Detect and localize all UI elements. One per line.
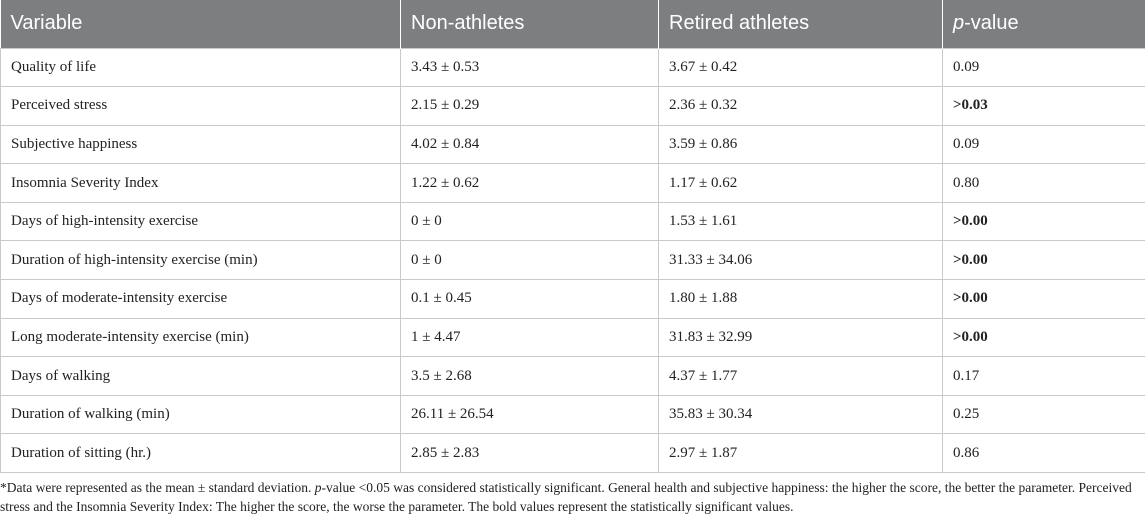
cell-non-athletes: 26.11 ± 26.54 <box>400 394 659 435</box>
footnote-p-italic: p <box>314 480 322 495</box>
cell-retired-athletes: 1.53 ± 1.61 <box>658 201 943 242</box>
table-row: Days of moderate-intensity exercise 0.1 ±… <box>0 279 1145 319</box>
cell-p-value: 0.09 <box>942 47 1145 88</box>
cell-p-value: 0.86 <box>942 433 1145 474</box>
table-row: Days of high-intensity exercise 0 ± 0 1.53… <box>0 201 1145 242</box>
cell-p-value: >0.00 <box>942 240 1145 281</box>
cell-retired-athletes: 3.67 ± 0.42 <box>658 47 943 88</box>
table-header: Variable Non-athletes Retired athletes p… <box>0 0 1145 48</box>
cell-p-value: >0.00 <box>942 317 1145 358</box>
cell-non-athletes: 1 ± 4.47 <box>400 317 659 358</box>
cell-retired-athletes: 31.83 ± 32.99 <box>658 317 943 358</box>
cell-non-athletes: 2.85 ± 2.83 <box>400 433 659 474</box>
cell-p-value: >0.00 <box>942 279 1145 319</box>
cell-non-athletes: 1.22 ± 0.62 <box>400 163 659 203</box>
cell-variable: Perceived stress <box>0 86 401 126</box>
header-p-rest: -value <box>964 12 1019 35</box>
header-retired-athletes: Retired athletes <box>658 0 943 48</box>
table-row: Insomnia Severity Index 1.22 ± 0.62 1.17 ±… <box>0 163 1145 203</box>
cell-retired-athletes: 1.17 ± 0.62 <box>658 163 943 203</box>
cell-p-value: 0.17 <box>942 356 1145 396</box>
cell-variable: Long moderate-intensity exercise (min) <box>0 317 401 358</box>
cell-variable: Subjective happiness <box>0 124 401 165</box>
table-row: Duration of high-intensity exercise (min… <box>0 240 1145 281</box>
cell-non-athletes: 0 ± 0 <box>400 201 659 242</box>
cell-non-athletes: 4.02 ± 0.84 <box>400 124 659 165</box>
cell-variable: Quality of life <box>0 47 401 88</box>
cell-non-athletes: 3.43 ± 0.53 <box>400 47 659 88</box>
cell-variable: Duration of sitting (hr.) <box>0 433 401 474</box>
table-body: Quality of life 3.43 ± 0.53 3.67 ± 0.42 0.0… <box>0 47 1145 474</box>
cell-non-athletes: 0.1 ± 0.45 <box>400 279 659 319</box>
header-p-italic: p <box>953 12 965 35</box>
cell-p-value: 0.80 <box>942 163 1145 203</box>
table-row: Quality of life 3.43 ± 0.53 3.67 ± 0.42 0.0… <box>0 47 1145 88</box>
table-row: Perceived stress 2.15 ± 0.29 2.36 ± 0.32 >0… <box>0 86 1145 126</box>
table-row: Duration of sitting (hr.) 2.85 ± 2.83 2.97… <box>0 433 1145 474</box>
cell-variable: Days of moderate-intensity exercise <box>0 279 401 319</box>
table-row: Days of walking 3.5 ± 2.68 4.37 ± 1.77 0.17 <box>0 356 1145 396</box>
cell-p-value: 0.09 <box>942 124 1145 165</box>
cell-variable: Insomnia Severity Index <box>0 163 401 203</box>
cell-p-value: >0.03 <box>942 86 1145 126</box>
cell-retired-athletes: 2.97 ± 1.87 <box>658 433 943 474</box>
results-table: Variable Non-athletes Retired athletes p… <box>0 0 1145 474</box>
cell-non-athletes: 3.5 ± 2.68 <box>400 356 659 396</box>
cell-retired-athletes: 35.83 ± 30.34 <box>658 394 943 435</box>
cell-variable: Days of walking <box>0 356 401 396</box>
cell-non-athletes: 0 ± 0 <box>400 240 659 281</box>
cell-retired-athletes: 2.36 ± 0.32 <box>658 86 943 126</box>
cell-variable: Days of high-intensity exercise <box>0 201 401 242</box>
header-variable: Variable <box>0 0 401 48</box>
cell-p-value: >0.00 <box>942 201 1145 242</box>
header-p-value: p-value <box>942 0 1145 48</box>
cell-non-athletes: 2.15 ± 0.29 <box>400 86 659 126</box>
cell-variable: Duration of high-intensity exercise (min… <box>0 240 401 281</box>
cell-retired-athletes: 3.59 ± 0.86 <box>658 124 943 165</box>
footnote-part1: *Data were represented as the mean ± sta… <box>0 480 315 495</box>
cell-p-value: 0.25 <box>942 394 1145 435</box>
table-row: Subjective happiness 4.02 ± 0.84 3.59 ± 0.… <box>0 124 1145 165</box>
header-non-athletes: Non-athletes <box>400 0 659 48</box>
header-row: Variable Non-athletes Retired athletes p… <box>0 0 1145 48</box>
table-footnote: *Data were represented as the mean ± sta… <box>0 478 1140 516</box>
table-row: Long moderate-intensity exercise (min) 1 … <box>0 317 1145 358</box>
cell-variable: Duration of walking (min) <box>0 394 401 435</box>
cell-retired-athletes: 4.37 ± 1.77 <box>658 356 943 396</box>
table-row: Duration of walking (min) 26.11 ± 26.54 35… <box>0 394 1145 435</box>
footnote-part2: -value <0.05 was considered statisticall… <box>0 480 1132 514</box>
cell-retired-athletes: 31.33 ± 34.06 <box>658 240 943 281</box>
cell-retired-athletes: 1.80 ± 1.88 <box>658 279 943 319</box>
